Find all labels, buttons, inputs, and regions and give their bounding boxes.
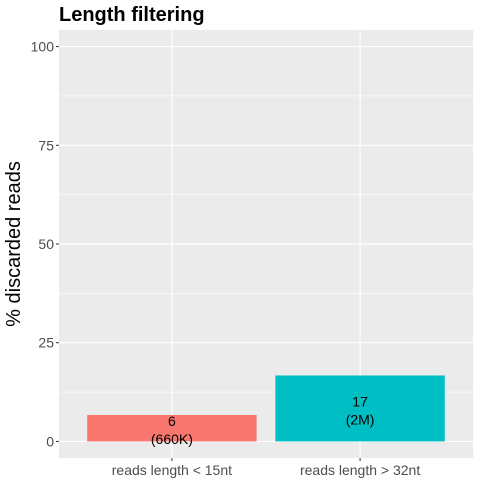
bar (275, 375, 445, 442)
bar (87, 414, 257, 442)
bar-count-label: 6 (168, 413, 176, 429)
x-tick-label: reads length > 32nt (300, 462, 420, 478)
x-axis: reads length < 15nt reads length > 32nt (112, 458, 420, 478)
y-tick-label: 75 (38, 137, 54, 153)
y-axis: 0 25 50 75 100 (31, 39, 59, 449)
bar-labels: 6 (660K) 17 (2M) (151, 393, 375, 447)
bars (87, 375, 445, 442)
y-tick-label: 25 (38, 335, 54, 351)
y-tick-label: 100 (31, 39, 55, 55)
bar-reads-label: (2M) (346, 411, 375, 427)
chart-title: Length filtering (59, 4, 205, 26)
y-tick-label: 50 (38, 236, 54, 252)
bar-count-label: 17 (352, 393, 368, 409)
x-tick-label: reads length < 15nt (112, 462, 232, 478)
y-tick-label: 0 (46, 433, 54, 449)
bar-reads-label: (660K) (151, 431, 193, 447)
y-axis-label: % discarded reads (3, 161, 25, 327)
